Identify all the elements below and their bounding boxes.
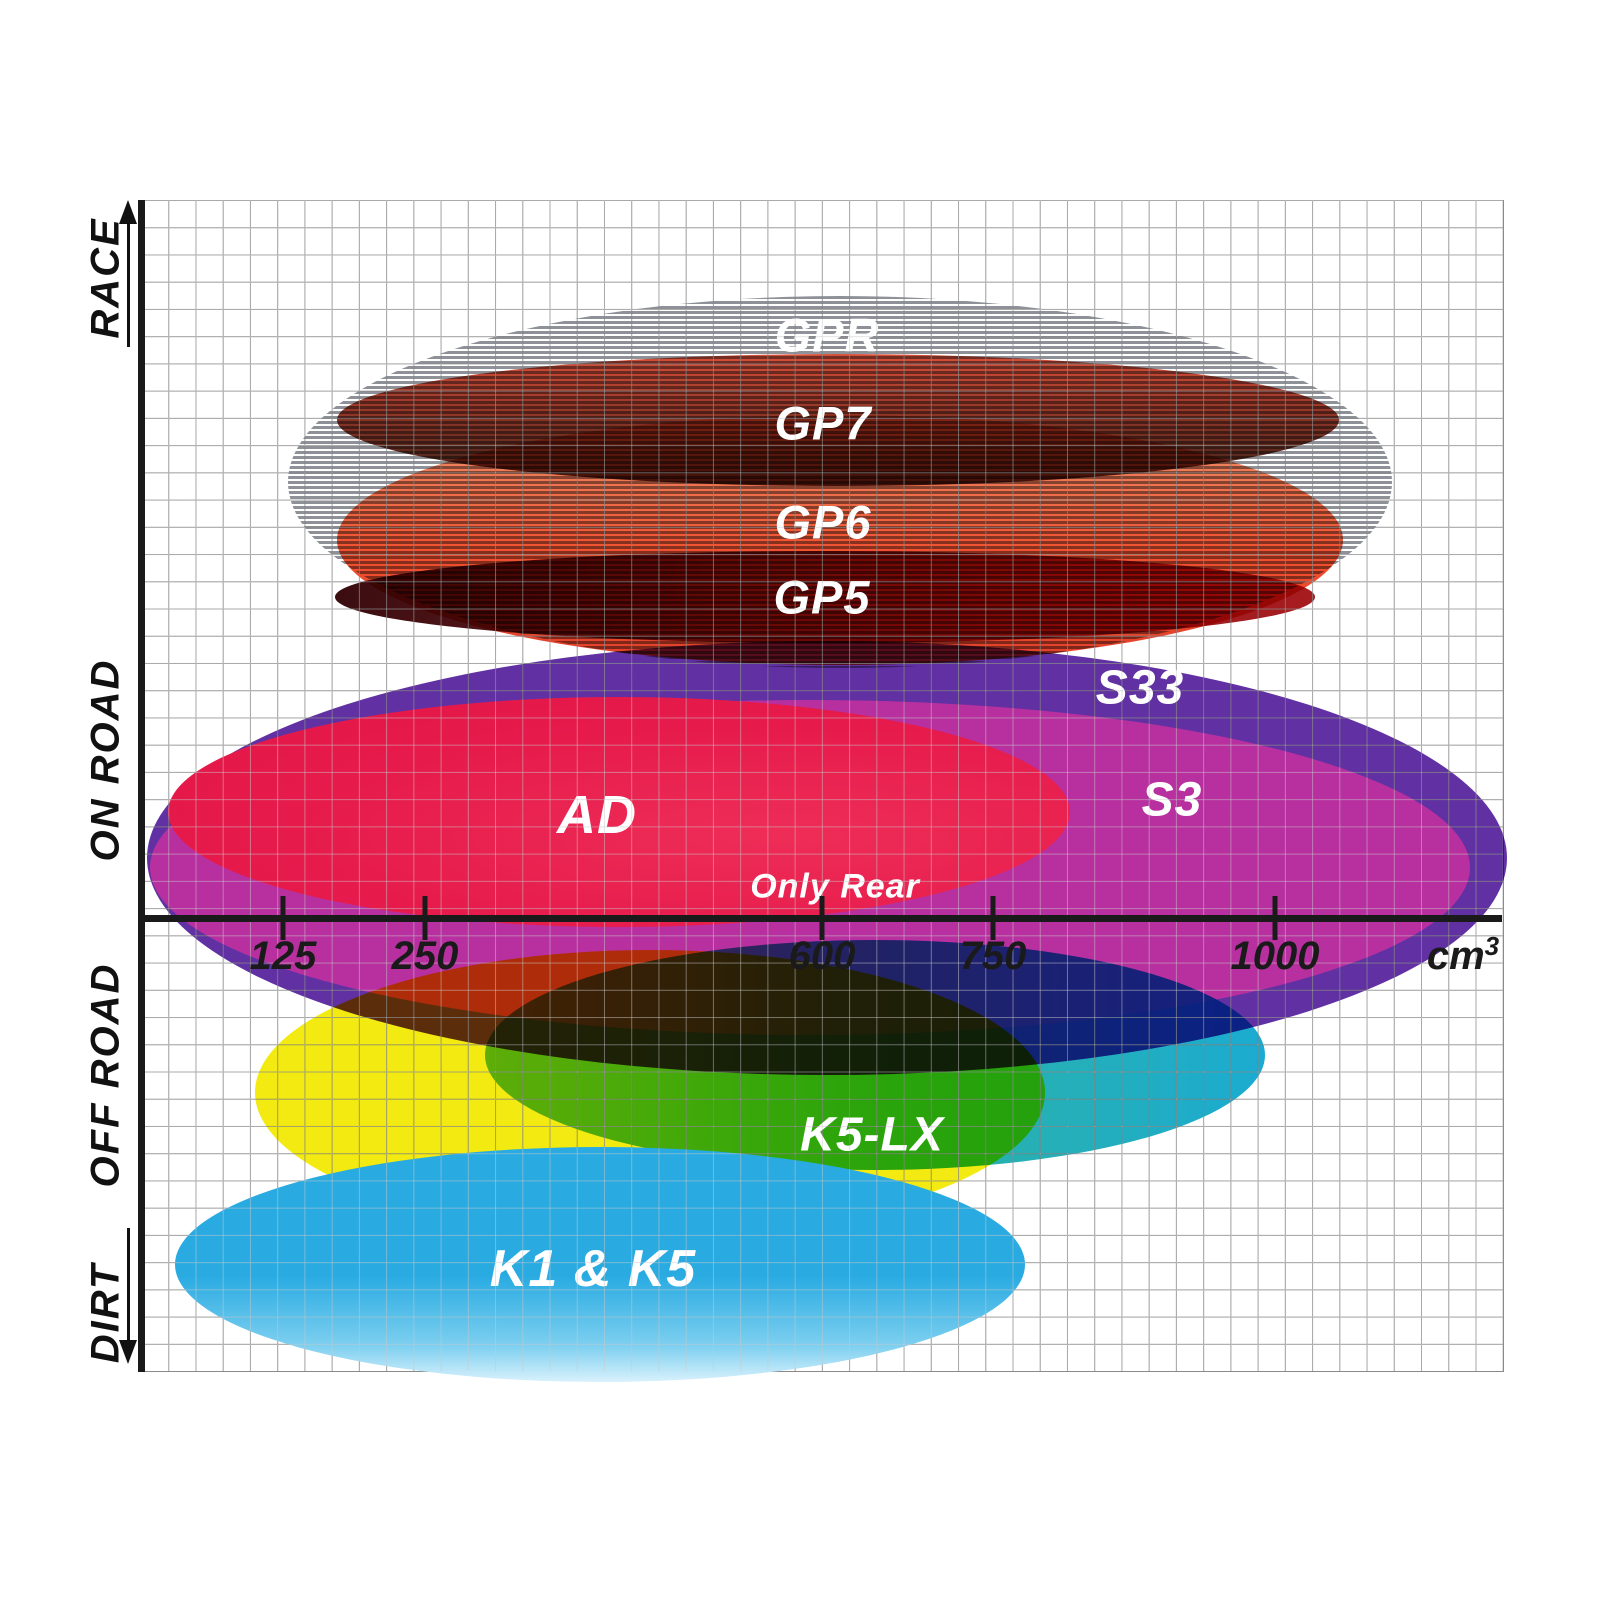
region-label-gp5: GP5 (773, 570, 871, 624)
x-tick-label-125: 125 (249, 934, 317, 978)
x-tick-label-750: 750 (959, 934, 1027, 978)
region-label-s3: S3 (1141, 773, 1203, 827)
region-label-ad: AD (557, 785, 637, 845)
x-axis-unit-text: cm (1426, 934, 1485, 979)
region-label-s33: S33 (1095, 661, 1185, 715)
region-label-gpr: GPR (774, 308, 880, 362)
region-label-k1k5: K1 & K5 (489, 1240, 697, 1298)
x-axis-unit-exponent: 3 (1484, 930, 1500, 961)
y-zone-label-offroad: OFF ROAD (83, 962, 128, 1188)
region-label-gp6: GP6 (774, 495, 872, 549)
region-label-only-rear: Only Rear (750, 867, 920, 906)
x-tick-label-250: 250 (391, 934, 459, 978)
region-label-gp7: GP7 (774, 396, 872, 450)
race-up-arrow-icon (119, 200, 137, 224)
dirt-down-arrow-icon (119, 1340, 137, 1364)
dirt-arrow-shaft (127, 1228, 130, 1342)
y-zone-label-race: RACE (83, 217, 128, 339)
region-label-k5lx: K5-LX (800, 1108, 944, 1162)
y-axis-line (138, 200, 145, 1372)
x-tick-label-1000: 1000 (1230, 934, 1320, 978)
race-arrow-shaft (127, 220, 130, 347)
x-axis-unit-label: cm3 (1427, 931, 1499, 979)
y-zone-label-onroad: ON ROAD (83, 658, 128, 862)
x-tick-label-600: 600 (788, 934, 856, 978)
